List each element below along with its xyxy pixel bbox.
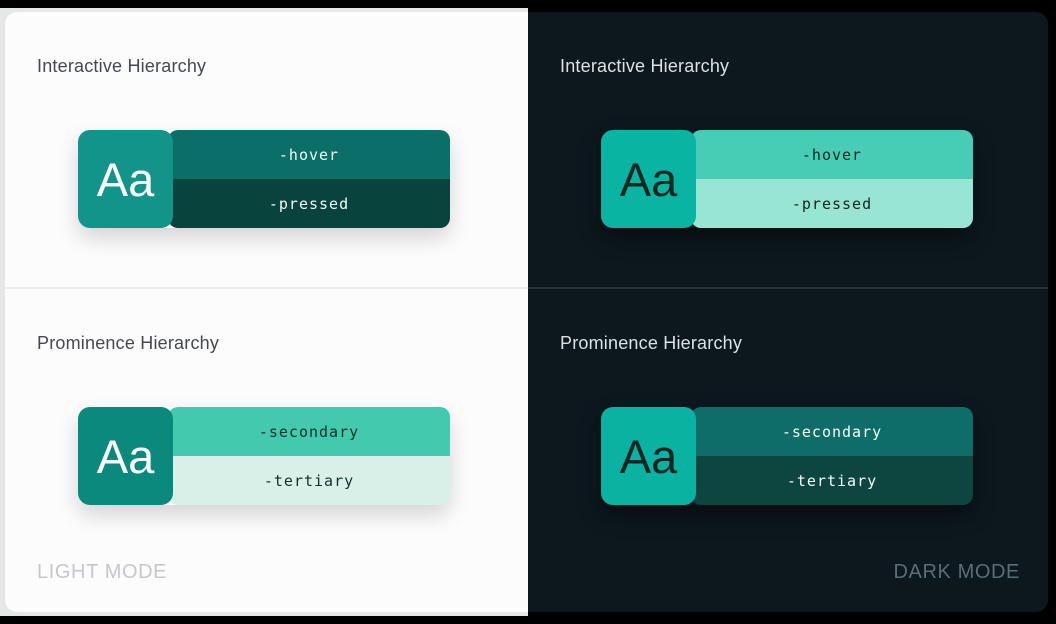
tertiary-bar-label: -tertiary [263,471,355,490]
prominence-swatch-light: -secondary -tertiary Aa [78,407,450,505]
pressed-color-bar: -pressed [168,179,450,228]
primary-color-square: Aa [78,130,173,228]
hover-color-bar: -hover [691,130,973,179]
section-interactive-light: Interactive Hierarchy -hover -pressed Aa [5,12,528,287]
hover-bar-label: -hover [278,145,340,164]
hover-color-bar: -hover [168,130,450,179]
tertiary-bar-label: -tertiary [786,471,878,490]
state-bars: -hover -pressed [168,130,450,228]
state-bars: -secondary -tertiary [691,407,973,505]
secondary-color-bar: -secondary [691,407,973,456]
hover-bar-label: -hover [801,145,863,164]
section-interactive-dark: Interactive Hierarchy -hover -pressed Aa [528,12,1048,287]
state-bars: -hover -pressed [691,130,973,228]
section-prominence-light: Prominence Hierarchy -secondary -tertiar… [5,289,528,612]
type-specimen: Aa [96,429,155,483]
pressed-bar-label: -pressed [268,194,350,213]
secondary-bar-label: -secondary [258,422,360,441]
primary-color-square: Aa [601,407,696,505]
state-bars: -secondary -tertiary [168,407,450,505]
pressed-color-bar: -pressed [691,179,973,228]
light-mode-label: LIGHT MODE [37,561,168,583]
section-divider [528,287,1048,289]
section-title-interactive: Interactive Hierarchy [560,56,730,76]
light-mode-panel: Interactive Hierarchy -hover -pressed Aa… [5,12,528,612]
type-specimen: Aa [619,429,678,483]
interactive-swatch-dark: -hover -pressed Aa [601,130,973,228]
dark-mode-label: DARK MODE [893,561,1020,583]
primary-color-square: Aa [601,130,696,228]
tertiary-color-bar: -tertiary [168,456,450,505]
dark-mode-panel: Interactive Hierarchy -hover -pressed Aa… [528,12,1048,612]
secondary-color-bar: -secondary [168,407,450,456]
section-title-interactive: Interactive Hierarchy [37,56,207,76]
section-prominence-dark: Prominence Hierarchy -secondary -tertiar… [528,289,1048,612]
section-title-prominence: Prominence Hierarchy [37,333,220,353]
pressed-bar-label: -pressed [791,194,873,213]
section-divider [5,287,528,289]
section-title-prominence: Prominence Hierarchy [560,333,743,353]
tertiary-color-bar: -tertiary [691,456,973,505]
interactive-swatch-light: -hover -pressed Aa [78,130,450,228]
primary-color-square: Aa [78,407,173,505]
type-specimen: Aa [619,152,678,206]
type-specimen: Aa [96,152,155,206]
secondary-bar-label: -secondary [781,422,883,441]
prominence-swatch-dark: -secondary -tertiary Aa [601,407,973,505]
